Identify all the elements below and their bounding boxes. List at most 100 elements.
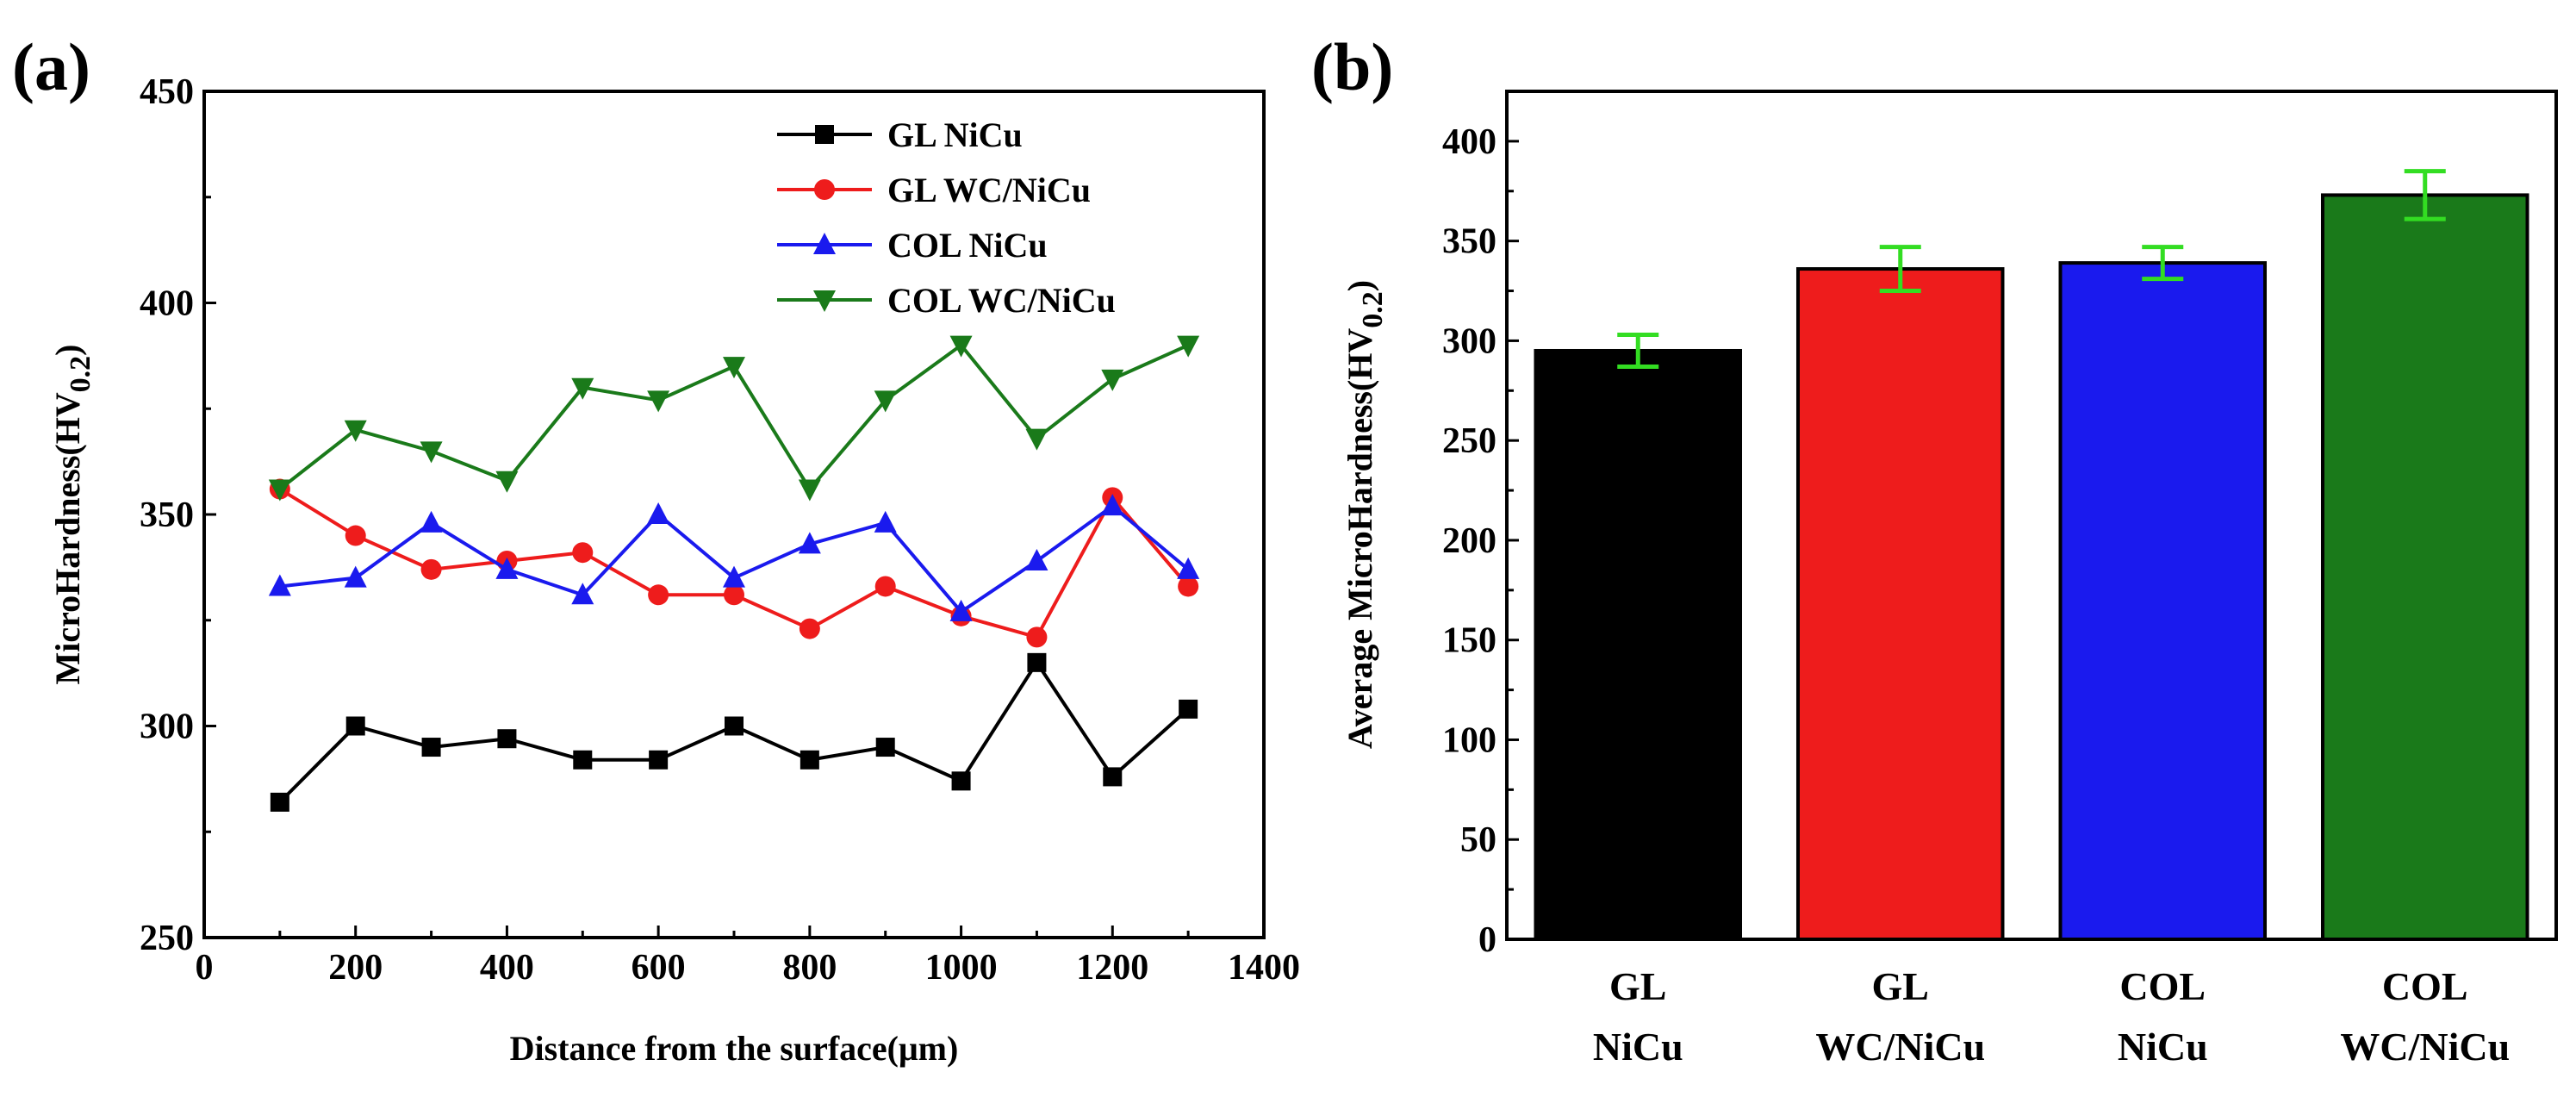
category-label-line2: NiCu: [1593, 1025, 1683, 1069]
legend-marker-col-nicu: [813, 233, 836, 254]
y-tick-label: 250: [140, 919, 194, 958]
legend-marker-col-wc-nicu: [813, 290, 836, 312]
data-point-gl-wc-nicu: [724, 584, 744, 606]
data-point-col-nicu: [571, 583, 594, 605]
category-label-line1: COL: [2119, 964, 2206, 1008]
data-point-gl-nicu: [270, 792, 289, 812]
data-point-gl-nicu: [1103, 767, 1123, 787]
b-tick-group: 0 50 100 150 200 250 300 350 400 GL NiCu GL WC/NiCu C…: [1442, 122, 2510, 1069]
category-label-line2: NiCu: [2118, 1025, 2208, 1069]
data-point-col-wc-nicu: [344, 420, 367, 442]
data-point-gl-wc-nicu: [420, 558, 442, 580]
legend-label-gl-nicu: GL NiCu: [887, 115, 1023, 154]
data-point-gl-nicu: [951, 771, 971, 791]
line-chart-panel: (a) 0 200 400 600 800 1000 1200 1400 250 300 350 40…: [12, 29, 1300, 1068]
data-point-gl-wc-nicu: [874, 576, 896, 597]
category-label-line2: WC/NiCu: [2340, 1025, 2510, 1069]
data-point-col-wc-nicu: [874, 390, 897, 413]
y-tick-label: 150: [1442, 621, 1496, 661]
data-point-col-wc-nicu: [571, 377, 594, 400]
y-tick-label: 250: [1442, 421, 1496, 461]
plot-frame-b: [1505, 90, 2558, 941]
data-point-gl-nicu: [1179, 699, 1198, 719]
y-tick-label: 400: [140, 284, 194, 324]
x-tick-label: 400: [480, 948, 534, 988]
data-point-col-wc-nicu: [1025, 428, 1048, 451]
data-point-gl-nicu: [345, 716, 365, 736]
bar-chart-panel: (b) 0 50 100 150 200 250 300 350 400 GL NiCu GL WC/N…: [1311, 29, 2558, 1069]
x-tick-label: 600: [632, 948, 686, 988]
data-point-col-wc-nicu: [1177, 335, 1200, 358]
legend-marker-gl-wc-nicu: [814, 179, 835, 200]
b-bar-group: [1534, 169, 2529, 942]
series-gl-nicu: [270, 652, 1198, 812]
series-gl-wc-nicu: [269, 478, 1199, 648]
legend-label-col-wc-nicu: COL WC/NiCu: [887, 281, 1116, 320]
a-series-group: [268, 335, 1200, 812]
data-point-gl-nicu: [649, 750, 669, 770]
data-point-col-nicu: [949, 599, 973, 621]
data-point-gl-nicu: [1027, 652, 1047, 672]
y-tick-label: 200: [1442, 521, 1496, 561]
data-point-gl-nicu: [497, 729, 517, 749]
data-point-col-nicu: [874, 510, 897, 533]
y-tick-label: 400: [1442, 122, 1496, 162]
bar: [2320, 193, 2529, 941]
legend-marker-gl-nicu: [815, 125, 834, 144]
x-tick-label: 1400: [1228, 948, 1300, 988]
legend-label-gl-wc-nicu: GL WC/NiCu: [887, 171, 1091, 209]
legend: GL NiCu GL WC/NiCu COL NiCu COL WC/NiCu: [777, 115, 1116, 320]
data-point-col-wc-nicu: [647, 390, 670, 413]
data-point-gl-wc-nicu: [799, 618, 820, 639]
data-point-col-nicu: [1025, 549, 1048, 571]
x-tick-label: 1200: [1076, 948, 1148, 988]
data-point-gl-nicu: [875, 738, 895, 757]
panel-label-a: (a): [12, 29, 90, 104]
data-point-col-wc-nicu: [495, 471, 519, 493]
data-point-gl-nicu: [725, 716, 744, 736]
x-tick-label: 800: [782, 948, 837, 988]
data-point-col-nicu: [420, 510, 443, 533]
x-tick-label: 1000: [925, 948, 998, 988]
category-label-line1: COL: [2382, 964, 2468, 1008]
data-point-col-wc-nicu: [1101, 369, 1124, 391]
data-point-gl-nicu: [800, 750, 819, 770]
x-tick-label: 200: [328, 948, 383, 988]
data-point-col-wc-nicu: [420, 441, 443, 464]
x-tick-label: 0: [196, 948, 214, 988]
data-point-col-nicu: [798, 532, 821, 554]
bar: [2058, 261, 2268, 941]
y-tick-label: 300: [140, 707, 194, 747]
data-point-gl-wc-nicu: [648, 584, 669, 606]
data-point-gl-wc-nicu: [1178, 576, 1199, 597]
data-point-col-wc-nicu: [268, 479, 291, 502]
data-point-col-wc-nicu: [723, 357, 745, 379]
data-point-gl-nicu: [573, 750, 593, 770]
a-tick-group: 0 200 400 600 800 1000 1200 1400 250 300 350 400 450: [140, 72, 1300, 988]
y-tick-label: 100: [1442, 720, 1496, 760]
x-axis-title-a: Distance from the surface(μm): [510, 1029, 959, 1068]
y-axis-title-a: MicroHardness(HV0.2): [48, 344, 96, 684]
data-point-col-nicu: [1177, 557, 1200, 579]
data-point-col-nicu: [723, 565, 745, 588]
y-tick-label: 450: [140, 72, 194, 112]
category-label-line1: GL: [1609, 964, 1666, 1008]
data-point-col-wc-nicu: [949, 335, 973, 358]
data-point-gl-wc-nicu: [345, 525, 366, 546]
data-point-col-nicu: [495, 557, 519, 579]
y-tick-label: 50: [1460, 820, 1496, 860]
series-col-wc-nicu: [268, 335, 1200, 502]
data-point-gl-nicu: [421, 738, 441, 757]
data-point-col-wc-nicu: [798, 479, 821, 502]
y-tick-label: 350: [140, 496, 194, 535]
y-tick-label: 0: [1478, 920, 1496, 960]
legend-label-col-nicu: COL NiCu: [887, 226, 1048, 265]
y-tick-label: 350: [1442, 222, 1496, 262]
panel-label-b: (b): [1311, 29, 1393, 104]
category-label-line2: WC/NiCu: [1815, 1025, 1985, 1069]
bar: [1795, 267, 2005, 942]
data-point-col-nicu: [344, 565, 367, 588]
data-point-gl-wc-nicu: [1026, 626, 1048, 648]
series-line-gl-wc-nicu: [278, 487, 1190, 639]
